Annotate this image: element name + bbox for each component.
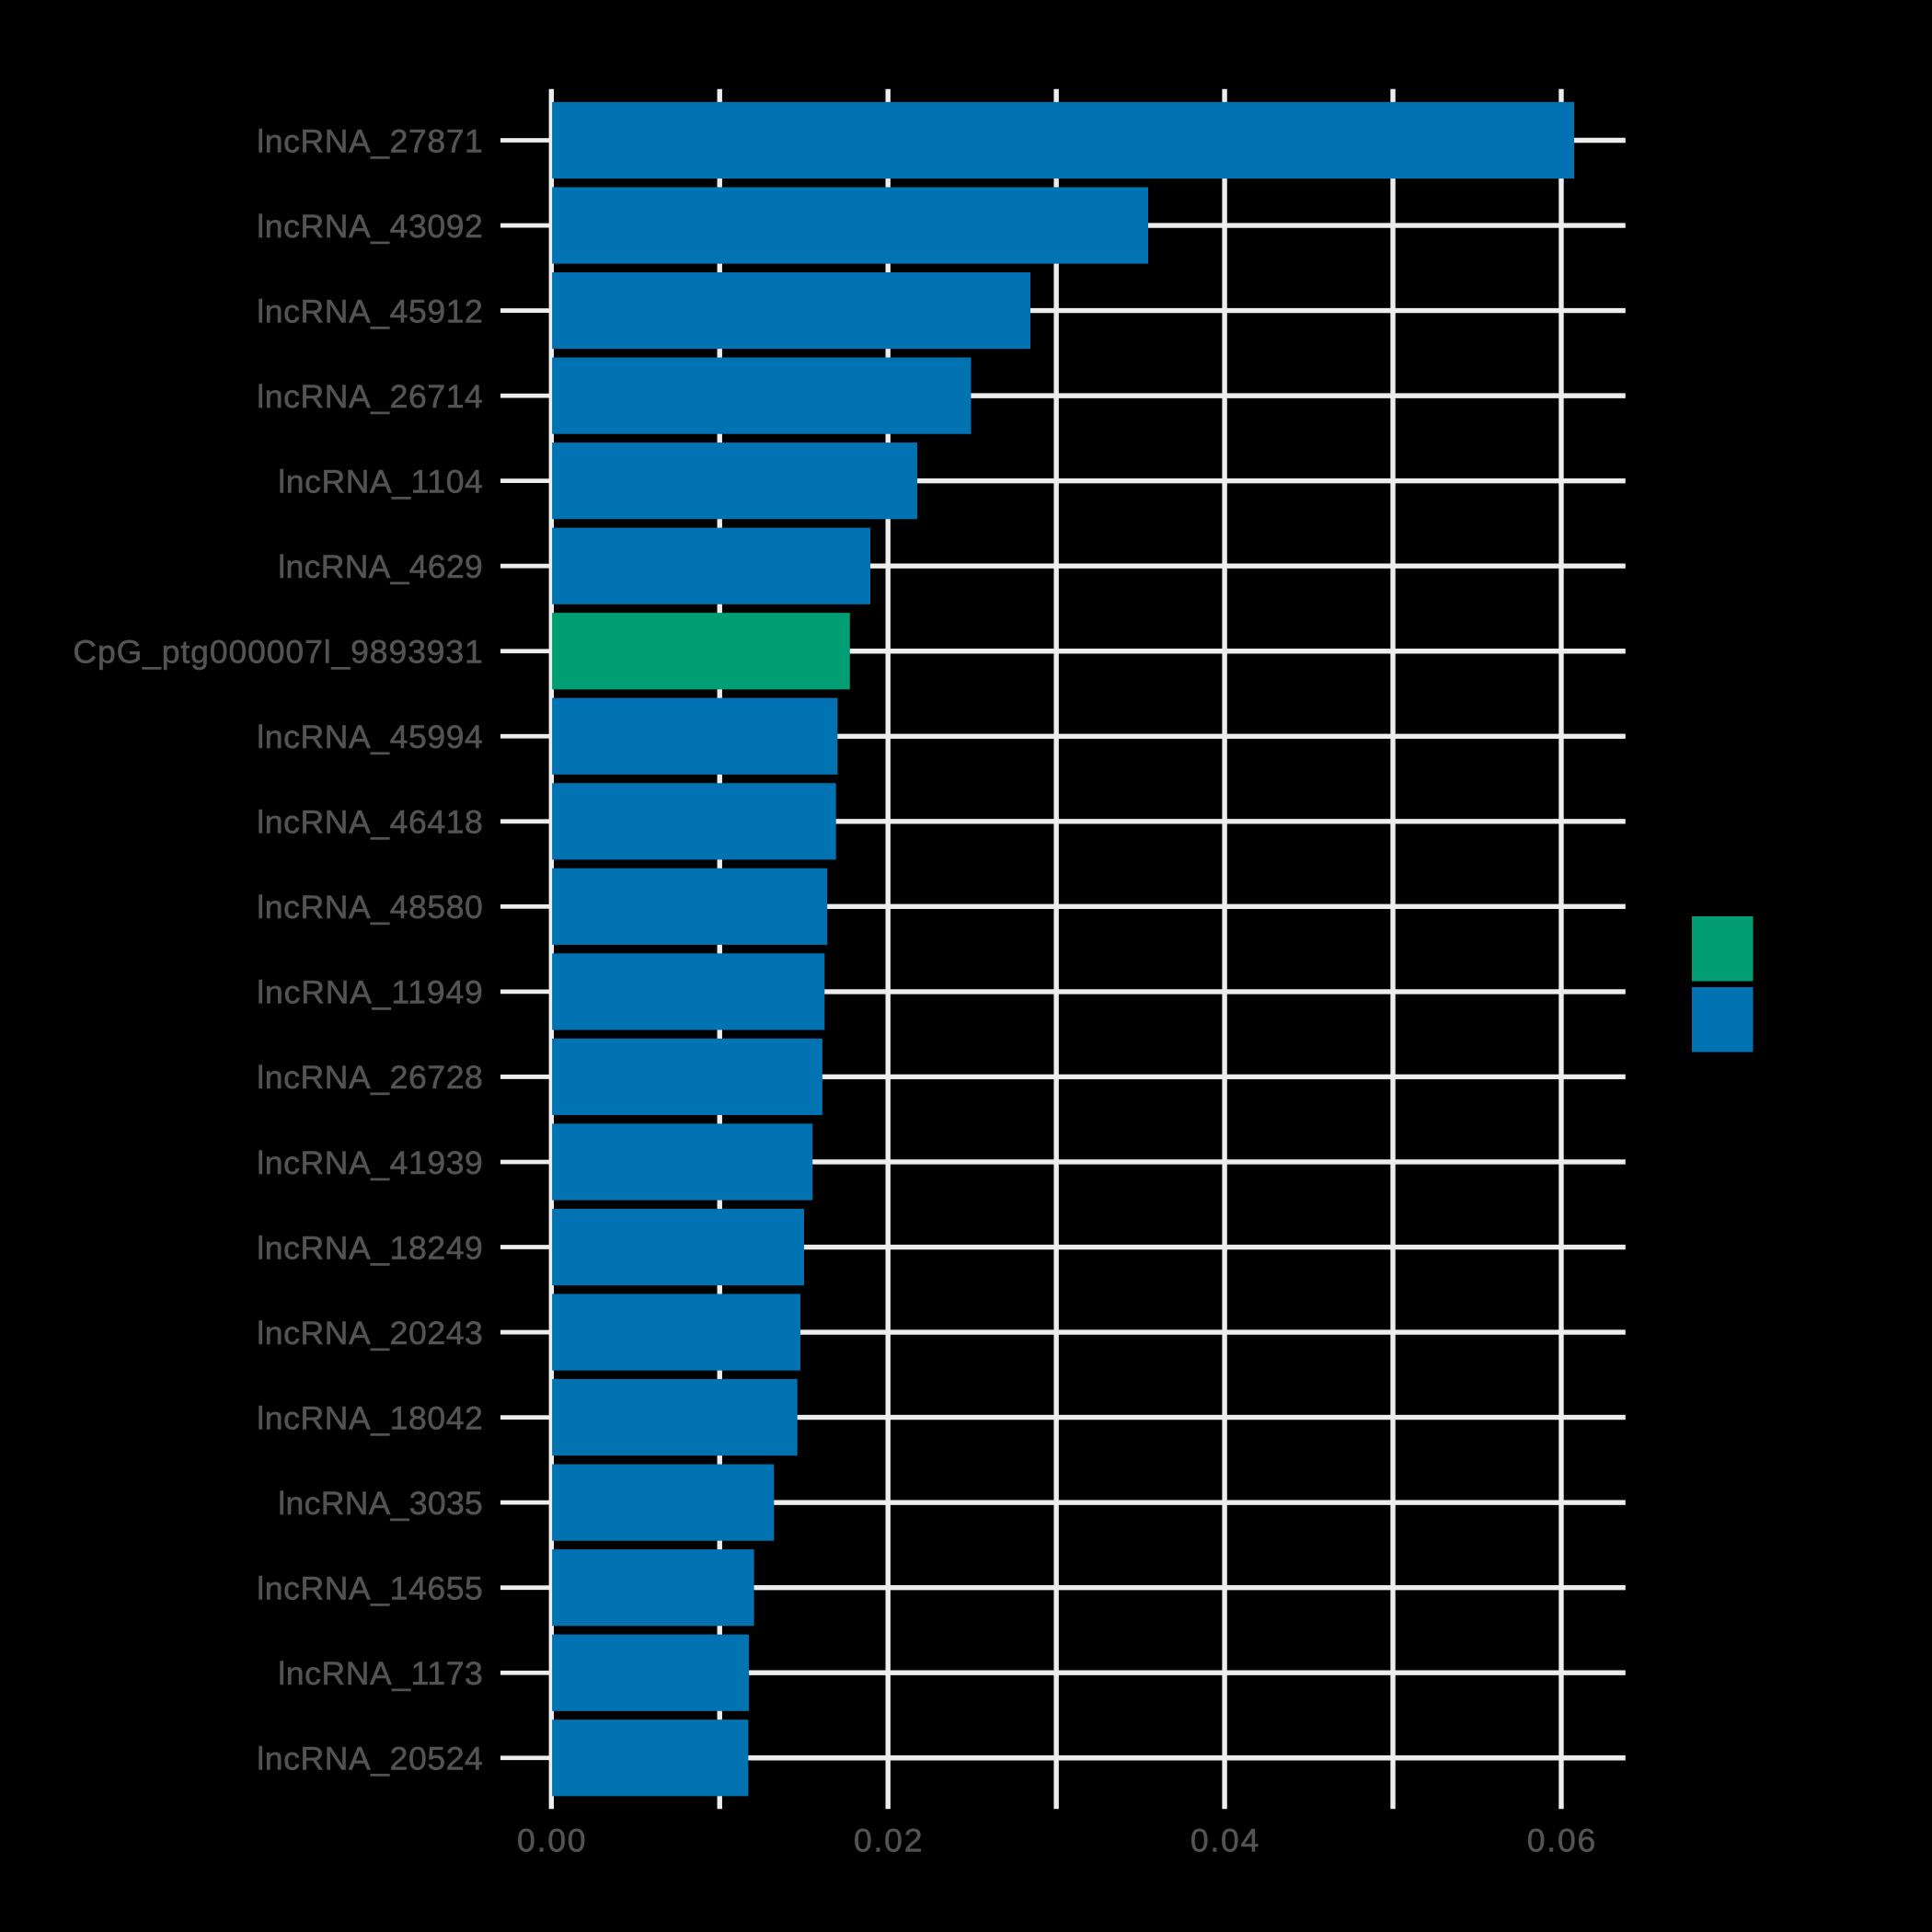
svg-text:lncRNA_4629: lncRNA_4629 bbox=[278, 548, 483, 585]
svg-text:lncRNA_14655: lncRNA_14655 bbox=[257, 1570, 483, 1606]
svg-text:lncRNA_41939: lncRNA_41939 bbox=[257, 1144, 483, 1181]
svg-text:0.00: 0.00 bbox=[517, 1823, 586, 1859]
svg-text:lncRNA_1104: lncRNA_1104 bbox=[278, 463, 483, 500]
svg-text:lncRNA_45994: lncRNA_45994 bbox=[257, 719, 483, 755]
svg-text:lncRNA_11949: lncRNA_11949 bbox=[257, 974, 483, 1011]
svg-text:lncRNA_18042: lncRNA_18042 bbox=[257, 1399, 483, 1436]
svg-text:lncRNA_1173: lncRNA_1173 bbox=[278, 1655, 483, 1692]
svg-text:0.06: 0.06 bbox=[1527, 1823, 1596, 1859]
svg-text:lncRNA_43092: lncRNA_43092 bbox=[257, 208, 483, 245]
svg-text:lncRNA_20243: lncRNA_20243 bbox=[257, 1315, 483, 1351]
svg-text:0.02: 0.02 bbox=[854, 1823, 923, 1859]
svg-text:lncRNA_45912: lncRNA_45912 bbox=[257, 293, 483, 329]
svg-text:lncRNA_27871: lncRNA_27871 bbox=[257, 122, 483, 159]
svg-text:lncRNA_26728: lncRNA_26728 bbox=[257, 1059, 483, 1096]
svg-text:CpG_ptg000007l_9893931: CpG_ptg000007l_9893931 bbox=[73, 634, 482, 671]
svg-text:lncRNA_18249: lncRNA_18249 bbox=[257, 1229, 483, 1266]
svg-text:lncRNA_46418: lncRNA_46418 bbox=[257, 804, 483, 841]
svg-text:lncRNA_20524: lncRNA_20524 bbox=[257, 1741, 483, 1777]
svg-text:lncRNA_3035: lncRNA_3035 bbox=[278, 1485, 483, 1522]
svg-text:lncRNA_48580: lncRNA_48580 bbox=[257, 889, 483, 926]
svg-text:lncRNA_26714: lncRNA_26714 bbox=[257, 378, 483, 415]
svg-text:0.04: 0.04 bbox=[1190, 1823, 1259, 1859]
